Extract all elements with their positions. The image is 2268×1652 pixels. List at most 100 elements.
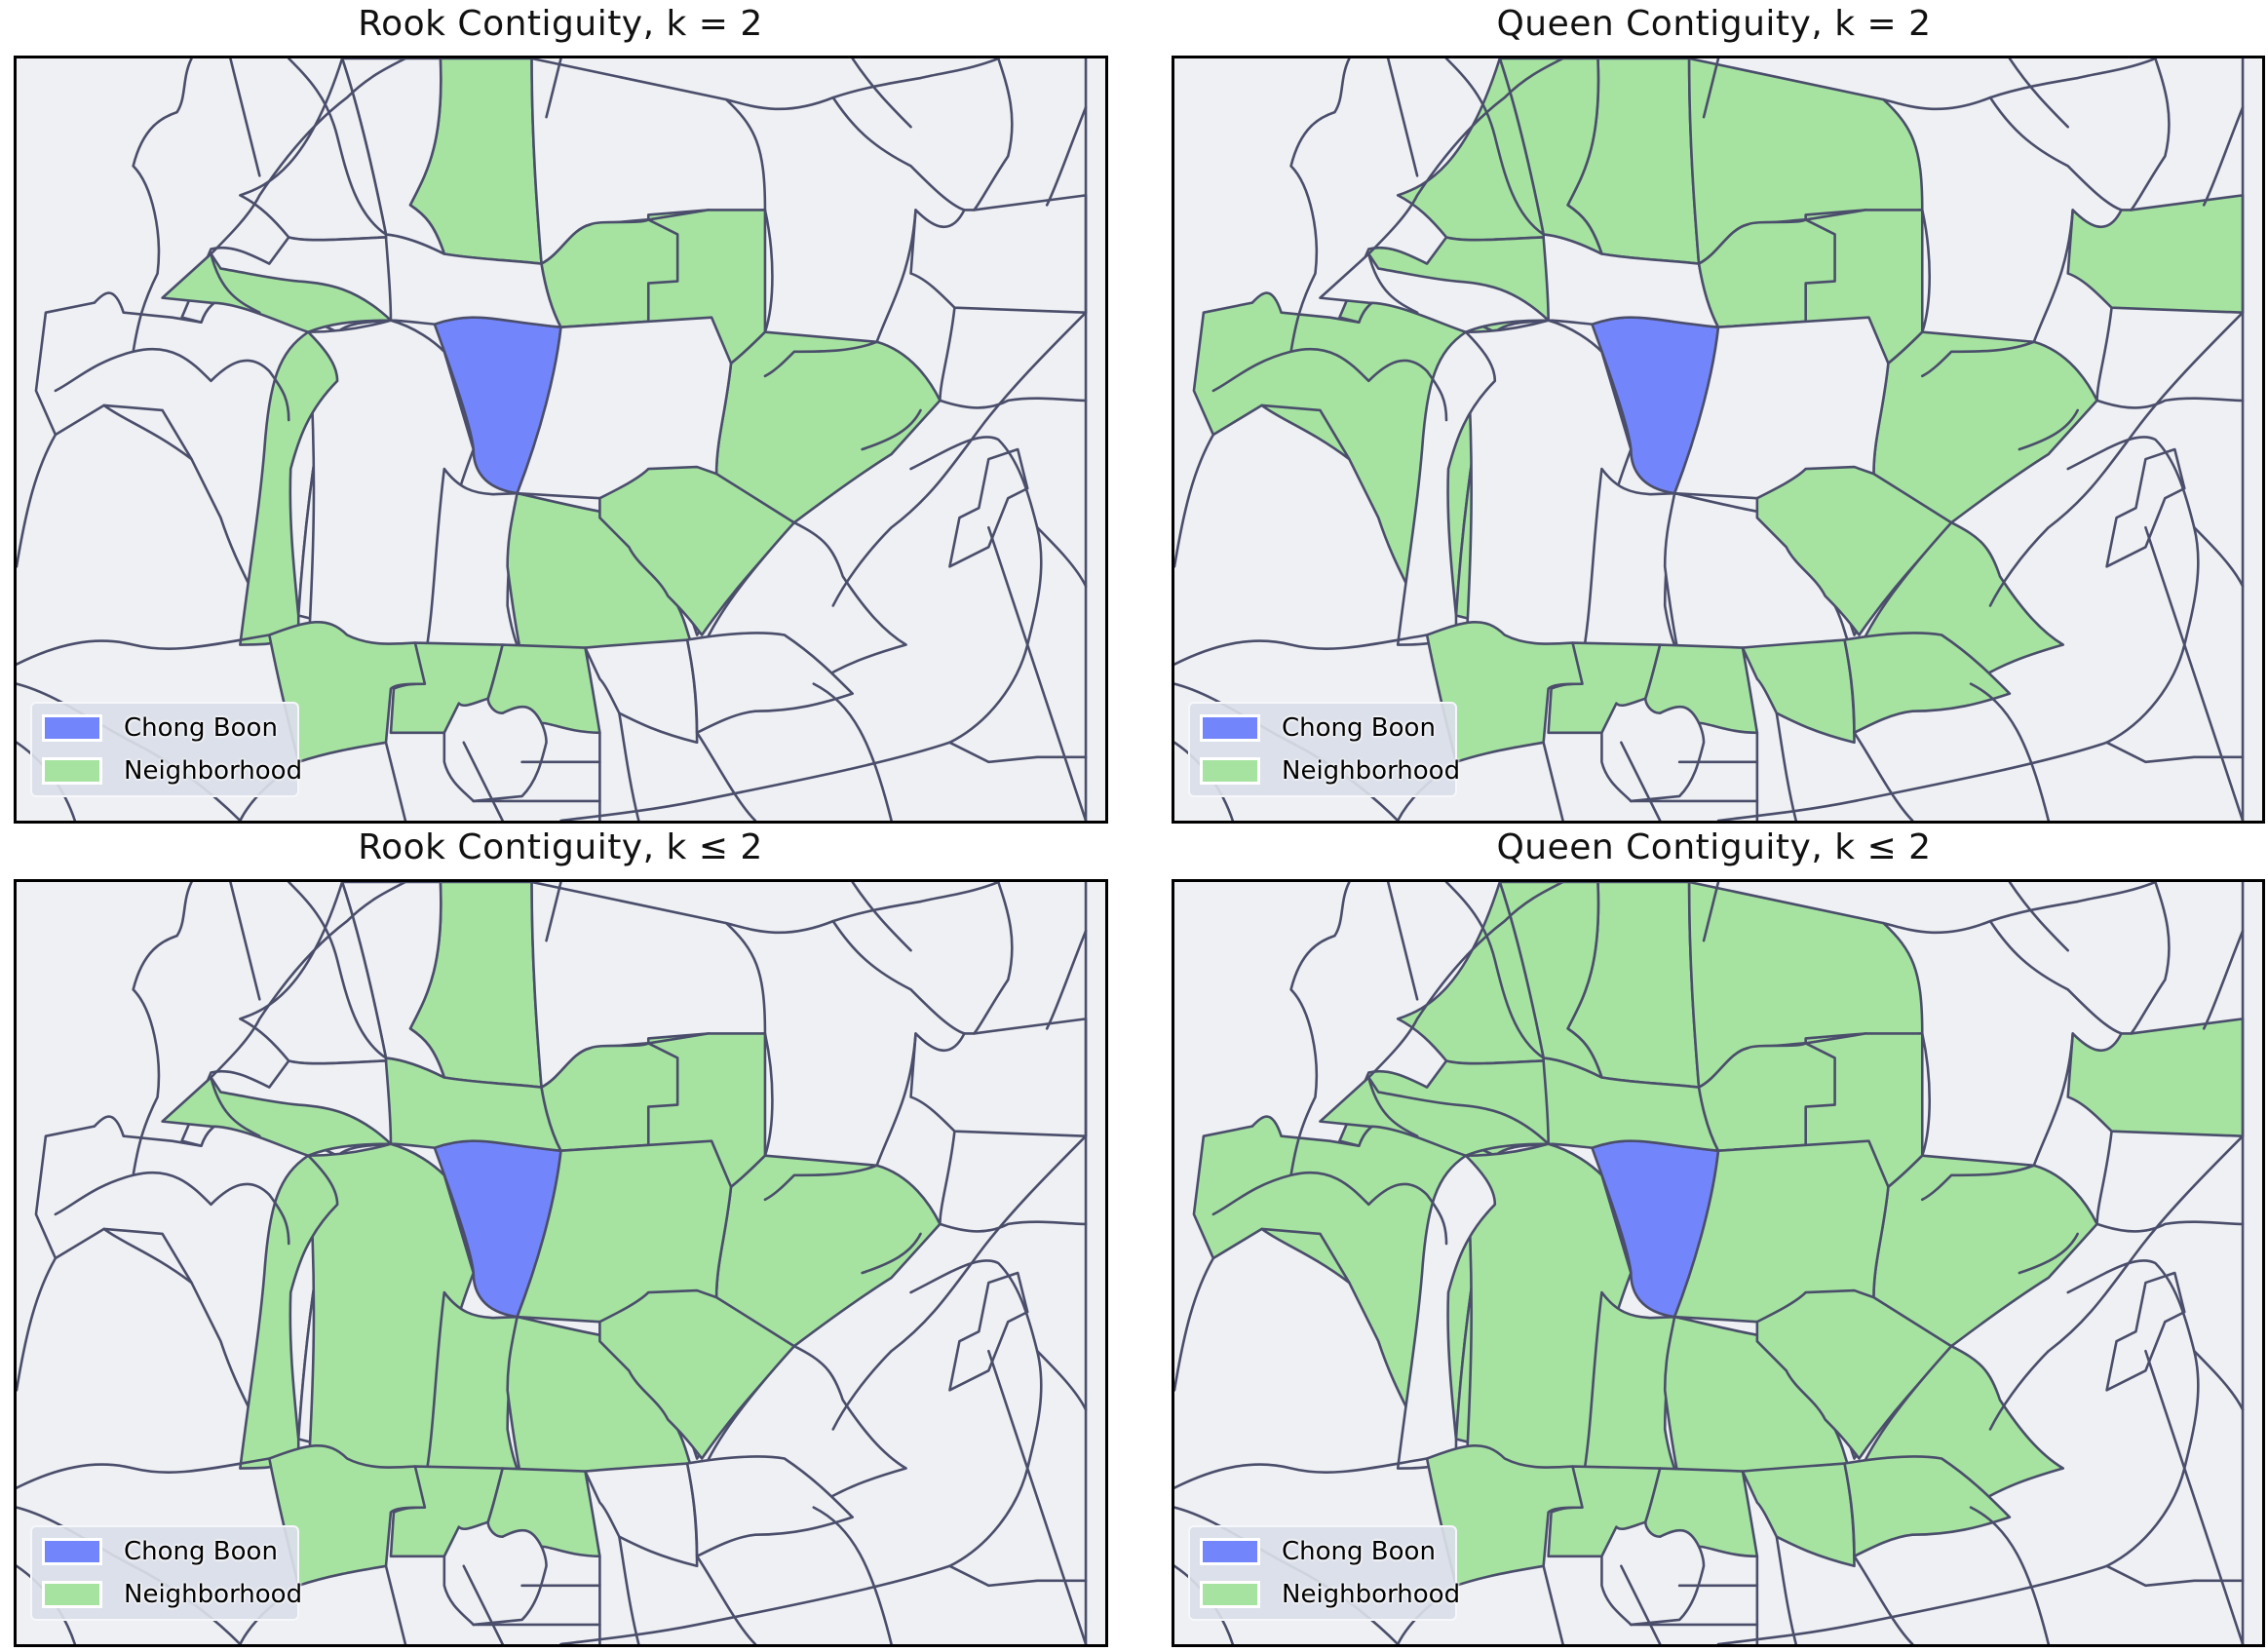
boundary-line — [2018, 408, 2079, 451]
boundary-line — [851, 58, 912, 129]
legend-swatch-neighborhood — [42, 757, 102, 785]
boundary-line — [1920, 1164, 2036, 1202]
boundary-line — [2018, 1232, 2079, 1275]
legend-swatch-target — [42, 1538, 102, 1565]
region-ss3 — [1643, 643, 1759, 735]
boundary-line — [1542, 741, 1564, 821]
boundary-line — [2008, 58, 2070, 129]
region-s0 — [1581, 1290, 1681, 1484]
legend-item-target: Chong Boon — [1200, 1537, 1436, 1566]
legend-item-neighborhood: Neighborhood — [1200, 756, 1460, 786]
map-panel-rook-kle2: Rook Contiguity, k ≤ 2 Chong Boon Neighb… — [0, 824, 1121, 1647]
boundary-line — [1174, 634, 1429, 666]
boundary-line — [987, 1349, 1088, 1644]
boundary-line — [1366, 882, 1564, 1137]
region-nw2 — [1396, 58, 1545, 242]
boundary-line — [1853, 1555, 1914, 1644]
boundary-line — [1386, 882, 1419, 1001]
boundary-line — [1174, 433, 1215, 568]
legend-label-target: Chong Boon — [124, 713, 278, 743]
boundary-line — [1366, 58, 1564, 314]
boundary-line — [695, 1555, 757, 1644]
boundary-line — [1716, 436, 2200, 821]
region-ss4 — [584, 638, 699, 745]
boundary-line — [939, 1220, 1088, 1233]
map-panel-rook-k2: Rook Contiguity, k = 2 Chong Boon Neighb… — [0, 0, 1121, 824]
boundary-line — [559, 436, 1043, 821]
boundary-line — [948, 1564, 1088, 1588]
boundary-line — [229, 58, 261, 177]
boundary-line — [1775, 1535, 1798, 1644]
region-ss4 — [584, 1462, 699, 1568]
boundary-line — [1920, 1032, 1932, 1158]
boundary-line — [1211, 1173, 1292, 1216]
boundary-line — [2095, 1130, 2113, 1226]
boundary-line — [442, 721, 548, 803]
boundary-line — [17, 433, 58, 568]
region-ss3 — [1643, 1467, 1759, 1558]
legend-swatch-neighborhood — [1200, 757, 1260, 785]
boundary-line — [462, 741, 504, 821]
boundary-line — [831, 96, 966, 211]
region-ss4 — [1741, 1462, 1856, 1568]
boundary-line — [724, 882, 1000, 935]
region-far-ne — [2066, 1018, 2245, 1137]
legend-swatch-target — [42, 714, 102, 742]
boundary-line — [695, 731, 757, 821]
boundary-line — [287, 58, 388, 236]
boundary-line — [812, 682, 893, 821]
boundary-line — [812, 1506, 893, 1644]
boundary-line — [1988, 96, 2123, 211]
region-se1 — [598, 1288, 796, 1460]
map-panel-queen-k2: Queen Contiguity, k = 2 Chong Boon Neigh… — [1160, 0, 2268, 824]
boundary-line — [17, 1256, 58, 1392]
boundary-line — [287, 882, 388, 1059]
boundary-line — [1920, 209, 1932, 334]
boundary-line — [973, 58, 1014, 211]
boundary-line — [1289, 882, 1448, 1246]
boundary-line — [763, 340, 878, 378]
boundary-line — [2144, 1349, 2245, 1644]
map-frame: Chong Boon Neighborhood — [1172, 56, 2265, 824]
region-ss5 — [685, 1455, 854, 1558]
boundary-line — [210, 58, 407, 314]
boundary-line — [1542, 1564, 1564, 1644]
boundary-line — [1853, 731, 1914, 821]
boundary-line — [1620, 1564, 1662, 1644]
boundary-line — [442, 1545, 548, 1627]
map-frame: Chong Boon Neighborhood — [14, 879, 1108, 1647]
region-ss5 — [685, 632, 854, 735]
legend-swatch-target — [1200, 714, 1260, 742]
boundary-line — [210, 882, 407, 1137]
legend-label-neighborhood: Neighborhood — [1282, 756, 1461, 786]
boundary-line — [2202, 105, 2245, 207]
boundary-line — [2130, 58, 2171, 211]
boundary-line — [2095, 397, 2245, 409]
boundary-line — [229, 882, 261, 1001]
region-far-ne — [2066, 194, 2245, 314]
region-se1 — [598, 465, 796, 636]
legend-swatch-neighborhood — [1200, 1581, 1260, 1608]
boundary-line — [2130, 882, 2171, 1035]
boundary-line — [948, 1271, 1029, 1392]
map-frame: Chong Boon Neighborhood — [14, 56, 1108, 824]
boundary-line — [1260, 403, 1351, 461]
legend-item-neighborhood: Neighborhood — [42, 1580, 302, 1609]
boundary-line — [987, 525, 1088, 821]
boundary-line — [54, 1173, 135, 1216]
boundary-line — [724, 58, 1000, 111]
region-s0 — [423, 1290, 523, 1484]
boundary-line — [2105, 1564, 2245, 1588]
legend: Chong Boon Neighborhood — [30, 1525, 302, 1621]
legend: Chong Boon Neighborhood — [1188, 702, 1460, 797]
region-ss5 — [1843, 632, 2012, 735]
legend-label-target: Chong Boon — [1282, 713, 1436, 743]
boundary-line — [1882, 58, 2157, 111]
legend: Chong Boon Neighborhood — [1188, 1525, 1460, 1621]
boundary-line — [17, 634, 271, 666]
region-ss3 — [486, 643, 601, 735]
choropleth-map — [1174, 882, 2245, 1644]
legend-label-target: Chong Boon — [124, 1537, 278, 1566]
boundary-line — [948, 447, 1029, 568]
map-frame: Chong Boon Neighborhood — [1172, 879, 2265, 1647]
